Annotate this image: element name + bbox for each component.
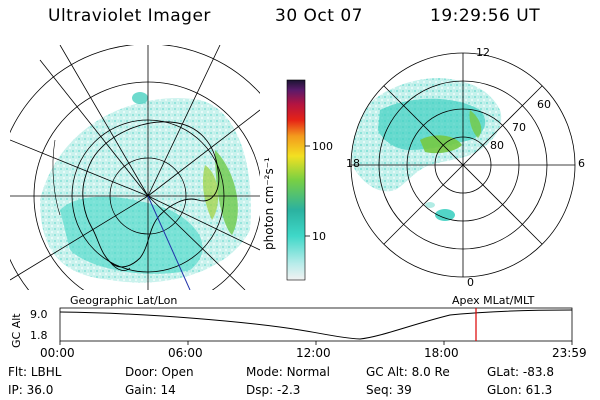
mlt-label-12: 12 xyxy=(476,46,490,59)
info-door: Door: Open xyxy=(125,365,194,379)
altitude-curve xyxy=(59,309,573,340)
geographic-map xyxy=(10,45,260,290)
info-dsp: Dsp: -2.3 xyxy=(246,383,301,397)
mlt-label-0: 0 xyxy=(467,276,474,289)
app-title: Ultraviolet Imager xyxy=(48,6,211,26)
info-ip: IP: 36.0 xyxy=(8,383,54,397)
mlt-label-6: 6 xyxy=(578,157,585,170)
mlat-label-60: 60 xyxy=(537,98,551,111)
timeline-xtick-2359: 23:59 xyxy=(552,346,587,360)
mlat-label-70: 70 xyxy=(512,121,526,134)
colorbar-unit-label: photon cm⁻²s⁻¹ xyxy=(262,157,276,250)
terminator-line xyxy=(147,195,191,290)
mlt-label-18: 18 xyxy=(346,157,360,170)
info-gain: Gain: 14 xyxy=(125,383,176,397)
info-glon: GLon: 61.3 xyxy=(487,383,553,397)
info-flt: Flt: LBHL xyxy=(8,365,62,379)
timeline-xtick-0000: 00:00 xyxy=(40,346,75,360)
mlat-label-80: 80 xyxy=(490,139,504,152)
colorbar xyxy=(286,79,306,281)
coastline xyxy=(82,121,220,268)
colorbar-tick-100: 100 xyxy=(312,140,333,153)
info-gc-alt: GC Alt: 8.0 Re xyxy=(366,365,450,379)
left-aurora-emission xyxy=(40,92,251,283)
timeline-ytick-min: 1.8 xyxy=(30,329,48,342)
left-panel-caption: Geographic Lat/Lon xyxy=(70,294,178,307)
altitude-timeline xyxy=(59,307,573,345)
info-seq: Seq: 39 xyxy=(366,383,412,397)
timeline-ytick-max: 9.0 xyxy=(30,308,48,321)
timeline-xtick-0600: 06:00 xyxy=(168,346,203,360)
date-label: 30 Oct 07 xyxy=(275,6,363,26)
info-glat: GLat: -83.8 xyxy=(487,365,554,379)
info-mode: Mode: Normal xyxy=(246,365,330,379)
timeline-xtick-1200: 12:00 xyxy=(296,346,331,360)
timeline-frame xyxy=(59,307,573,342)
timeline-xtick-1800: 18:00 xyxy=(424,346,459,360)
colorbar-tick-10: 10 xyxy=(312,230,326,243)
timeline-ylabel: GC Alt xyxy=(10,313,23,348)
right-panel-caption: Apex MLat/MLT xyxy=(452,294,535,307)
time-label: 19:29:56 UT xyxy=(430,6,541,26)
apex-polar-plot xyxy=(350,52,576,278)
